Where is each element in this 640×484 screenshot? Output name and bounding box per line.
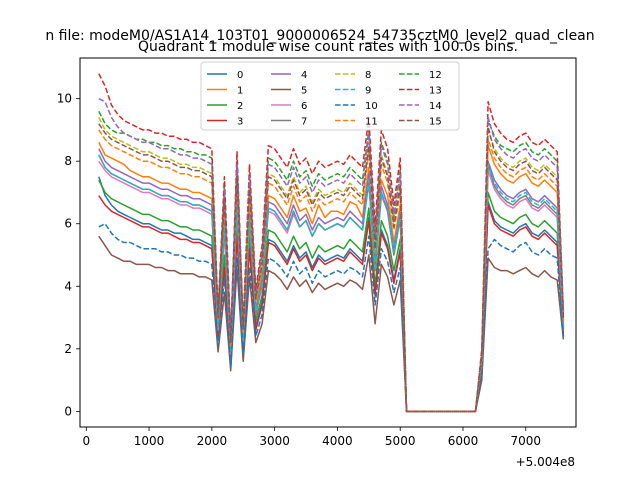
legend-label-10: 10 [365, 101, 378, 112]
legend-label-14: 14 [429, 101, 442, 112]
legend-label-2: 2 [237, 101, 243, 112]
series-line-5 [98, 235, 565, 413]
series-line-15 [98, 123, 565, 413]
legend-label-12: 12 [429, 70, 442, 81]
series-line-7 [98, 154, 565, 413]
x-tick-label: 1000 [134, 434, 165, 448]
x-tick-label: 4000 [322, 434, 353, 448]
x-tick-label: 7000 [510, 434, 541, 448]
legend-label-6: 6 [301, 101, 307, 112]
series-line-9 [98, 154, 565, 413]
y-tick-label: 8 [64, 154, 72, 168]
series-line-2 [98, 179, 565, 413]
series-line-12 [98, 110, 565, 413]
y-tick-label: 6 [64, 217, 72, 231]
legend-label-0: 0 [237, 70, 243, 81]
series-line-8 [98, 117, 565, 413]
series-layer [98, 73, 565, 413]
legend-box [200, 61, 460, 131]
x-tick-label: 0 [82, 434, 90, 448]
plot-frame [79, 57, 577, 428]
y-tick-label: 2 [64, 342, 72, 356]
legend-label-1: 1 [237, 86, 243, 97]
y-tick-label: 10 [57, 92, 72, 106]
x-axis-offset-label: +5.004e8 [516, 455, 575, 469]
chart-title: Quadrant 1 module wise count rates with … [138, 39, 518, 55]
legend-label-4: 4 [301, 70, 307, 81]
figure-suptitle: n file: modeM0/AS1A14_103T01_9000006524_… [45, 28, 594, 44]
legend-label-5: 5 [301, 86, 307, 97]
series-line-3 [98, 195, 565, 413]
x-tick-label: 2000 [197, 434, 228, 448]
legend-label-13: 13 [429, 86, 442, 97]
legend-label-15: 15 [429, 117, 442, 128]
x-tick-label: 3000 [259, 434, 290, 448]
y-tick-label: 0 [64, 404, 72, 418]
legend-label-8: 8 [365, 70, 371, 81]
y-tick-label: 4 [64, 279, 72, 293]
legend-label-11: 11 [365, 117, 378, 128]
x-axis: 0 1000 2000 3000 4000 5000 6000 7000 [82, 427, 541, 448]
y-axis: 0 2 4 6 8 10 [57, 92, 80, 418]
x-tick-label: 5000 [385, 434, 416, 448]
legend-label-9: 9 [365, 86, 371, 97]
series-line-10 [98, 222, 565, 413]
series-line-13 [98, 73, 565, 413]
legend-label-3: 3 [237, 117, 243, 128]
x-tick-label: 6000 [448, 434, 479, 448]
legend-label-7: 7 [301, 117, 307, 128]
